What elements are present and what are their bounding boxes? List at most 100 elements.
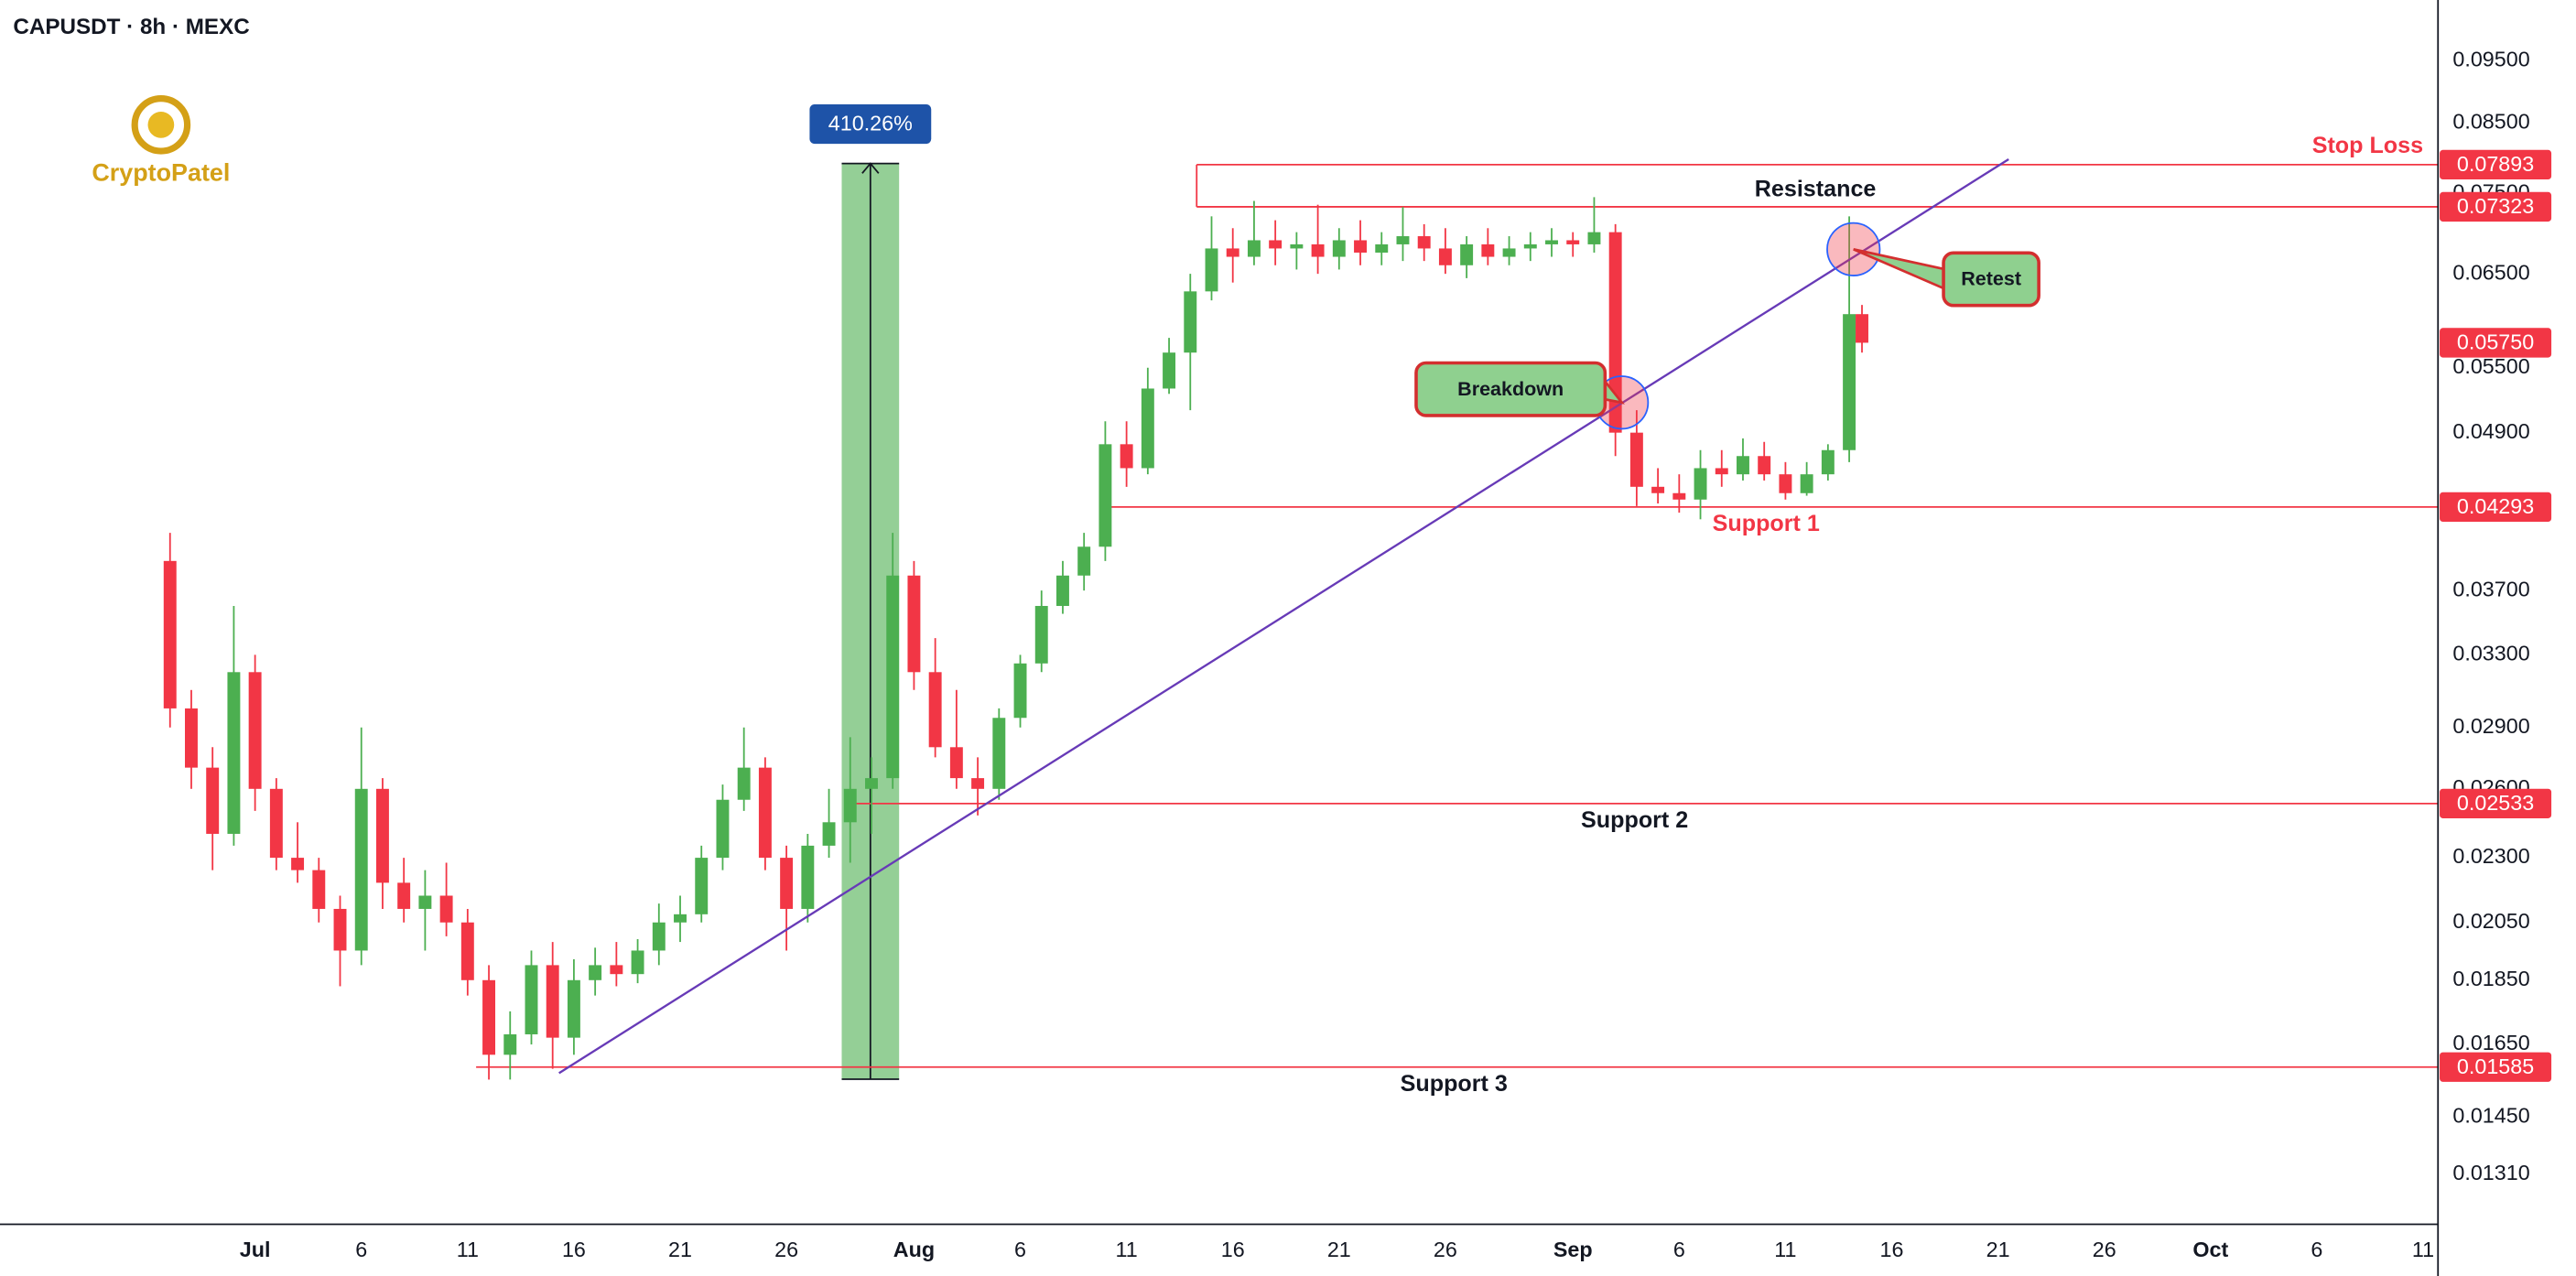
x-tick-label: 16 xyxy=(1880,1238,1904,1261)
candle-body xyxy=(1694,468,1707,500)
candle-body xyxy=(1269,240,1283,249)
candle-body xyxy=(1608,232,1622,433)
candle-body xyxy=(907,575,921,673)
candle-body xyxy=(886,575,900,779)
candle-body xyxy=(312,870,326,909)
candle-body xyxy=(333,908,347,951)
candle-body xyxy=(1523,243,1537,249)
candle-body xyxy=(567,979,580,1038)
price-tag-label: 0.07323 xyxy=(2457,194,2534,218)
candle-body xyxy=(1737,456,1749,475)
x-tick-label: 6 xyxy=(1673,1238,1685,1261)
candle-body xyxy=(1587,232,1601,244)
candle-body xyxy=(503,1033,517,1055)
y-tick-label: 0.08500 xyxy=(2452,110,2529,134)
candle-body xyxy=(589,965,602,980)
candle-body xyxy=(1290,243,1304,249)
candle-body xyxy=(1672,492,1686,500)
candle-body xyxy=(525,965,538,1034)
candle-body xyxy=(1099,444,1112,547)
callout-box xyxy=(1414,361,1607,417)
candle-body xyxy=(1034,605,1048,664)
x-tick-label: Jul xyxy=(240,1238,271,1261)
candle-body xyxy=(631,950,644,975)
candle-body xyxy=(1247,240,1261,257)
candle-body xyxy=(354,788,368,951)
candle-body xyxy=(206,767,220,834)
candle-body xyxy=(1375,243,1389,253)
x-tick-label: 6 xyxy=(355,1238,367,1261)
candle-body xyxy=(971,778,985,789)
candle-body xyxy=(1651,486,1665,493)
x-tick-label: 21 xyxy=(1327,1238,1351,1261)
x-tick-label: 26 xyxy=(774,1238,798,1261)
candle-body xyxy=(1077,546,1091,576)
candle-body xyxy=(610,965,623,975)
y-tick-label: 0.03700 xyxy=(2452,577,2529,600)
x-tick-label: 21 xyxy=(668,1238,692,1261)
candle-body xyxy=(949,747,963,779)
callout-label: Breakdown xyxy=(1457,378,1564,400)
trendline xyxy=(558,157,2009,1075)
candle-body xyxy=(1502,248,1516,257)
candle-body xyxy=(460,922,474,980)
candle-body xyxy=(248,672,262,789)
x-tick-label: Oct xyxy=(2192,1238,2228,1261)
level-label: Stop Loss xyxy=(2312,133,2423,158)
x-tick-label: 11 xyxy=(1774,1238,1796,1261)
y-tick-label: 0.01850 xyxy=(2452,967,2529,990)
price-tag xyxy=(2440,788,2552,818)
logo-ring xyxy=(131,95,191,155)
y-tick-label: 0.01450 xyxy=(2452,1104,2529,1128)
candle-body xyxy=(716,799,730,859)
y-tick-label: 0.02050 xyxy=(2452,909,2529,933)
candle-body xyxy=(185,708,198,768)
candle-body xyxy=(1311,243,1325,257)
candle-body xyxy=(227,672,241,834)
candle-body xyxy=(1800,474,1813,493)
candle-body xyxy=(269,788,283,859)
price-tag xyxy=(2440,149,2552,180)
candle-body xyxy=(695,858,709,914)
callout-box xyxy=(1942,251,2040,308)
candle-body xyxy=(1354,240,1367,253)
candle-body xyxy=(780,858,794,909)
x-tick-label: 11 xyxy=(457,1238,479,1261)
logo-text: CryptoPatel xyxy=(92,158,230,186)
y-tick-label: 0.01650 xyxy=(2452,1031,2529,1054)
y-tick-label: 0.05500 xyxy=(2452,354,2529,378)
candle-body xyxy=(674,914,687,923)
price-tag-label: 0.01585 xyxy=(2457,1054,2534,1078)
candle-body xyxy=(1417,236,1431,249)
x-tick-label: 11 xyxy=(2412,1238,2434,1261)
price-tag-label: 0.04293 xyxy=(2457,494,2534,518)
x-tick-label: 6 xyxy=(2311,1238,2322,1261)
x-tick-label: 11 xyxy=(1116,1238,1138,1261)
last-price-label: 0.05750 xyxy=(2457,330,2534,353)
candle-body xyxy=(1396,236,1410,244)
level-label: Support 1 xyxy=(1713,511,1820,536)
candle-body xyxy=(1163,352,1176,389)
y-tick-label: 0.01310 xyxy=(2452,1161,2529,1184)
level-label: Resistance xyxy=(1755,177,1877,202)
candle-body xyxy=(1843,314,1856,450)
candle-body xyxy=(1332,240,1346,257)
measure-label: 410.26% xyxy=(828,112,913,135)
x-tick-label: 16 xyxy=(562,1238,586,1261)
candle-body xyxy=(1184,291,1197,353)
candle-body xyxy=(1566,240,1580,244)
candle-body xyxy=(439,895,453,923)
y-tick-label: 0.02900 xyxy=(2452,714,2529,738)
y-tick-label: 0.06500 xyxy=(2452,260,2529,284)
y-tick-label: 0.09500 xyxy=(2452,47,2529,70)
candle-body xyxy=(1821,449,1835,475)
x-tick-label: 21 xyxy=(1986,1238,2010,1261)
level-label: Support 3 xyxy=(1401,1071,1508,1097)
logo: CryptoPatel xyxy=(92,95,230,186)
candle-body xyxy=(928,672,942,748)
x-tick-label: 16 xyxy=(1221,1238,1245,1261)
